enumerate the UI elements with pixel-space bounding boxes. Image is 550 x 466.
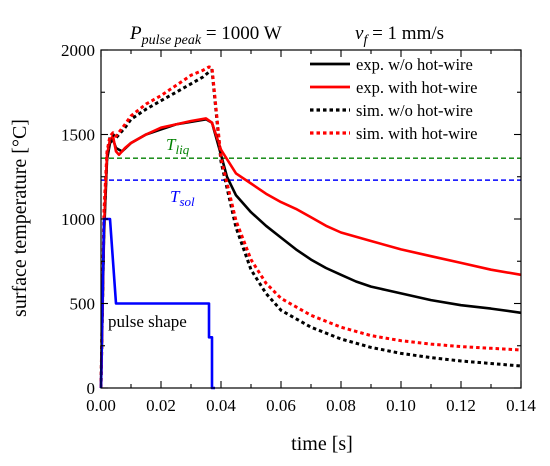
x-tick-label: 0.04	[206, 396, 236, 415]
series-line-exp-w-o-hot-wire	[99, 118, 522, 389]
y-tick-label: 2000	[61, 41, 95, 60]
y-tick-label: 1500	[61, 126, 95, 145]
axis-ticks: 0.00 0.02 0.04 0.06 0.08 0.10 0.12 0.14 0 500 1000…	[61, 41, 536, 415]
y-axis-title: surface temperature [°C]	[9, 119, 31, 317]
legend-label: sim. with hot-wire	[356, 124, 477, 143]
liquidus-label: Tliq	[166, 135, 190, 157]
chart-title-feed-rate: vf = 1 mm/s	[355, 23, 444, 48]
legend-label: exp. w/o hot-wire	[356, 55, 473, 74]
x-tick-label: 0.10	[386, 396, 416, 415]
legend: exp. w/o hot-wire exp. with hot-wire sim. …	[310, 55, 477, 143]
chart-title-pulse-peak: Ppulse peak = 1000 W	[129, 23, 282, 48]
x-tick-label: 0.08	[326, 396, 356, 415]
series-layer	[99, 65, 522, 390]
x-tick-label: 0.00	[86, 396, 116, 415]
legend-label: exp. with hot-wire	[356, 78, 477, 97]
y-tick-label: 0	[87, 379, 96, 398]
x-tick-label: 0.06	[266, 396, 296, 415]
series-line-exp-with-hot-wire	[99, 117, 522, 389]
legend-label: sim. w/o hot-wire	[356, 101, 473, 120]
pulse-shape-label: pulse shape	[108, 312, 187, 331]
x-tick-label: 0.14	[506, 396, 536, 415]
solidus-label: Tsol	[170, 187, 195, 209]
x-tick-label: 0.12	[446, 396, 476, 415]
reference-lines	[101, 157, 521, 181]
series-line-pulse-shape	[99, 217, 215, 390]
y-tick-label: 500	[70, 295, 96, 314]
x-axis-title: time [s]	[291, 433, 353, 455]
series-line-sim-with-hot-wire	[99, 65, 522, 389]
x-tick-label: 0.02	[146, 396, 176, 415]
y-tick-label: 1000	[61, 210, 95, 229]
